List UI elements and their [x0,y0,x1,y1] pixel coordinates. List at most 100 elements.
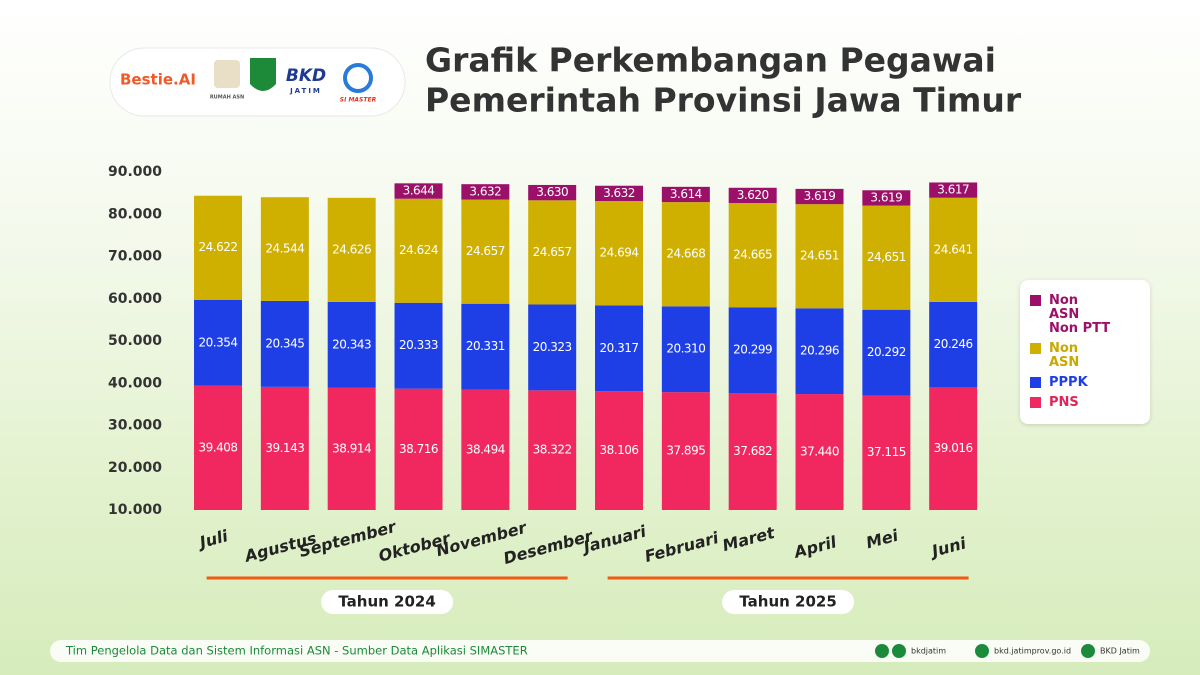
data-label: 3.630 [536,185,568,199]
logo-text: Bestie.AI [120,71,196,89]
data-label: 3.614 [670,187,702,201]
bar-segment [929,182,978,198]
data-label: 38.494 [466,442,505,456]
data-label: 37.895 [666,444,705,458]
bar-segment [595,201,644,306]
bar-segment [929,387,978,510]
data-label: 24.641 [934,242,973,256]
bar-segment [394,183,443,199]
x-tick-label: Juni [927,533,968,561]
legend-label: PPPK [1049,375,1088,390]
data-label: 37.682 [733,444,772,458]
data-label: 3.617 [937,183,969,197]
data-label: 24.622 [199,240,238,254]
data-label: 20.299 [733,343,772,357]
bar-segment [728,307,777,394]
bar-segment [595,185,644,202]
legend: Non ASN Non PTT Non ASN PPPK PNS [1020,280,1150,424]
data-label: 20.317 [600,341,639,355]
bar-segment [862,309,911,396]
data-label: 20.246 [934,337,973,351]
bar-segment [394,302,443,389]
bar-segment [862,205,911,310]
data-label: 20.331 [466,339,505,353]
data-label: 38.716 [399,442,438,456]
data-label: 3.632 [603,186,635,200]
bar-segment [661,202,710,307]
x-tick-label: Februari [643,528,721,566]
data-label: 24.544 [265,242,304,256]
x-tick-label: April [790,532,839,562]
bar-segment [795,394,844,510]
bar-segment [728,187,777,204]
chart-title: Pemerintah Provinsi Jawa Timur [425,81,1022,120]
social-text: BKD Jatim [1100,647,1140,656]
legend-swatch [1030,377,1041,388]
legend-item: PNS [1030,396,1140,410]
bar-segment [795,204,844,309]
bar-segment [661,392,710,510]
bar-segment [394,388,443,510]
data-label: 24.668 [666,247,705,261]
logo-icon [343,63,373,93]
data-label: 3.644 [403,184,435,198]
data-label: 37.115 [867,445,906,459]
bar-segment [929,301,978,388]
bar-segment [528,200,577,305]
logo-icon [250,58,276,91]
legend-item: Non ASN [1030,342,1140,370]
chart-title: Grafik Perkembangan Pegawai [425,41,996,80]
data-label: 39.408 [199,440,238,454]
y-tick-label: 30.000 [108,418,162,434]
data-label: 39.143 [265,441,304,455]
data-label: 3.619 [804,189,836,203]
bar-segment [595,391,644,510]
data-label: 38.322 [533,443,572,457]
bar-segment [595,305,644,392]
y-tick-label: 10.000 [108,502,162,518]
bar-segment [394,198,443,303]
data-label: 20.310 [666,342,705,356]
data-label: 20.345 [265,336,304,350]
bar-segment [795,308,844,395]
legend-item: Non ASN Non PTT [1030,294,1140,336]
bar-segment [461,303,510,390]
legend-swatch [1030,343,1041,354]
y-tick-label: 20.000 [108,460,162,476]
logo-text: RUMAH ASN [210,95,244,101]
bar-segment [260,300,309,387]
data-label: 37.440 [800,445,839,459]
bar-segment [194,299,243,386]
bar-segment [728,203,777,308]
data-label: 20.333 [399,338,438,352]
legend-swatch [1030,397,1041,408]
social-text: bkdjatim [911,647,946,656]
bar-segment [194,385,243,510]
data-label: 24.657 [533,245,572,259]
data-label: 24.694 [600,246,639,260]
data-label: 39.016 [934,441,973,455]
bar-segment [528,304,577,391]
y-tick-label: 80.000 [108,206,162,222]
data-label: 24.626 [332,242,371,256]
social-icon [1081,644,1095,658]
bar-segment [862,395,911,510]
y-tick-label: 90.000 [108,164,162,180]
legend-label: PNS [1049,395,1079,410]
bar-segment [327,301,376,388]
bar-segment [461,389,510,510]
bar-segment [929,197,978,302]
bar-segment [461,199,510,304]
legend-label: Non ASN [1049,341,1080,370]
group-label: Tahun 2024 [338,593,435,611]
x-tick-label: Maret [720,523,778,555]
data-label: 20.354 [199,335,238,349]
bar-segment [194,195,243,300]
bar-segment [260,197,309,301]
bar-segment [327,197,376,302]
bar-segment [528,390,577,510]
footer-bar [50,640,1150,662]
x-tick-label: Mei [864,526,901,553]
